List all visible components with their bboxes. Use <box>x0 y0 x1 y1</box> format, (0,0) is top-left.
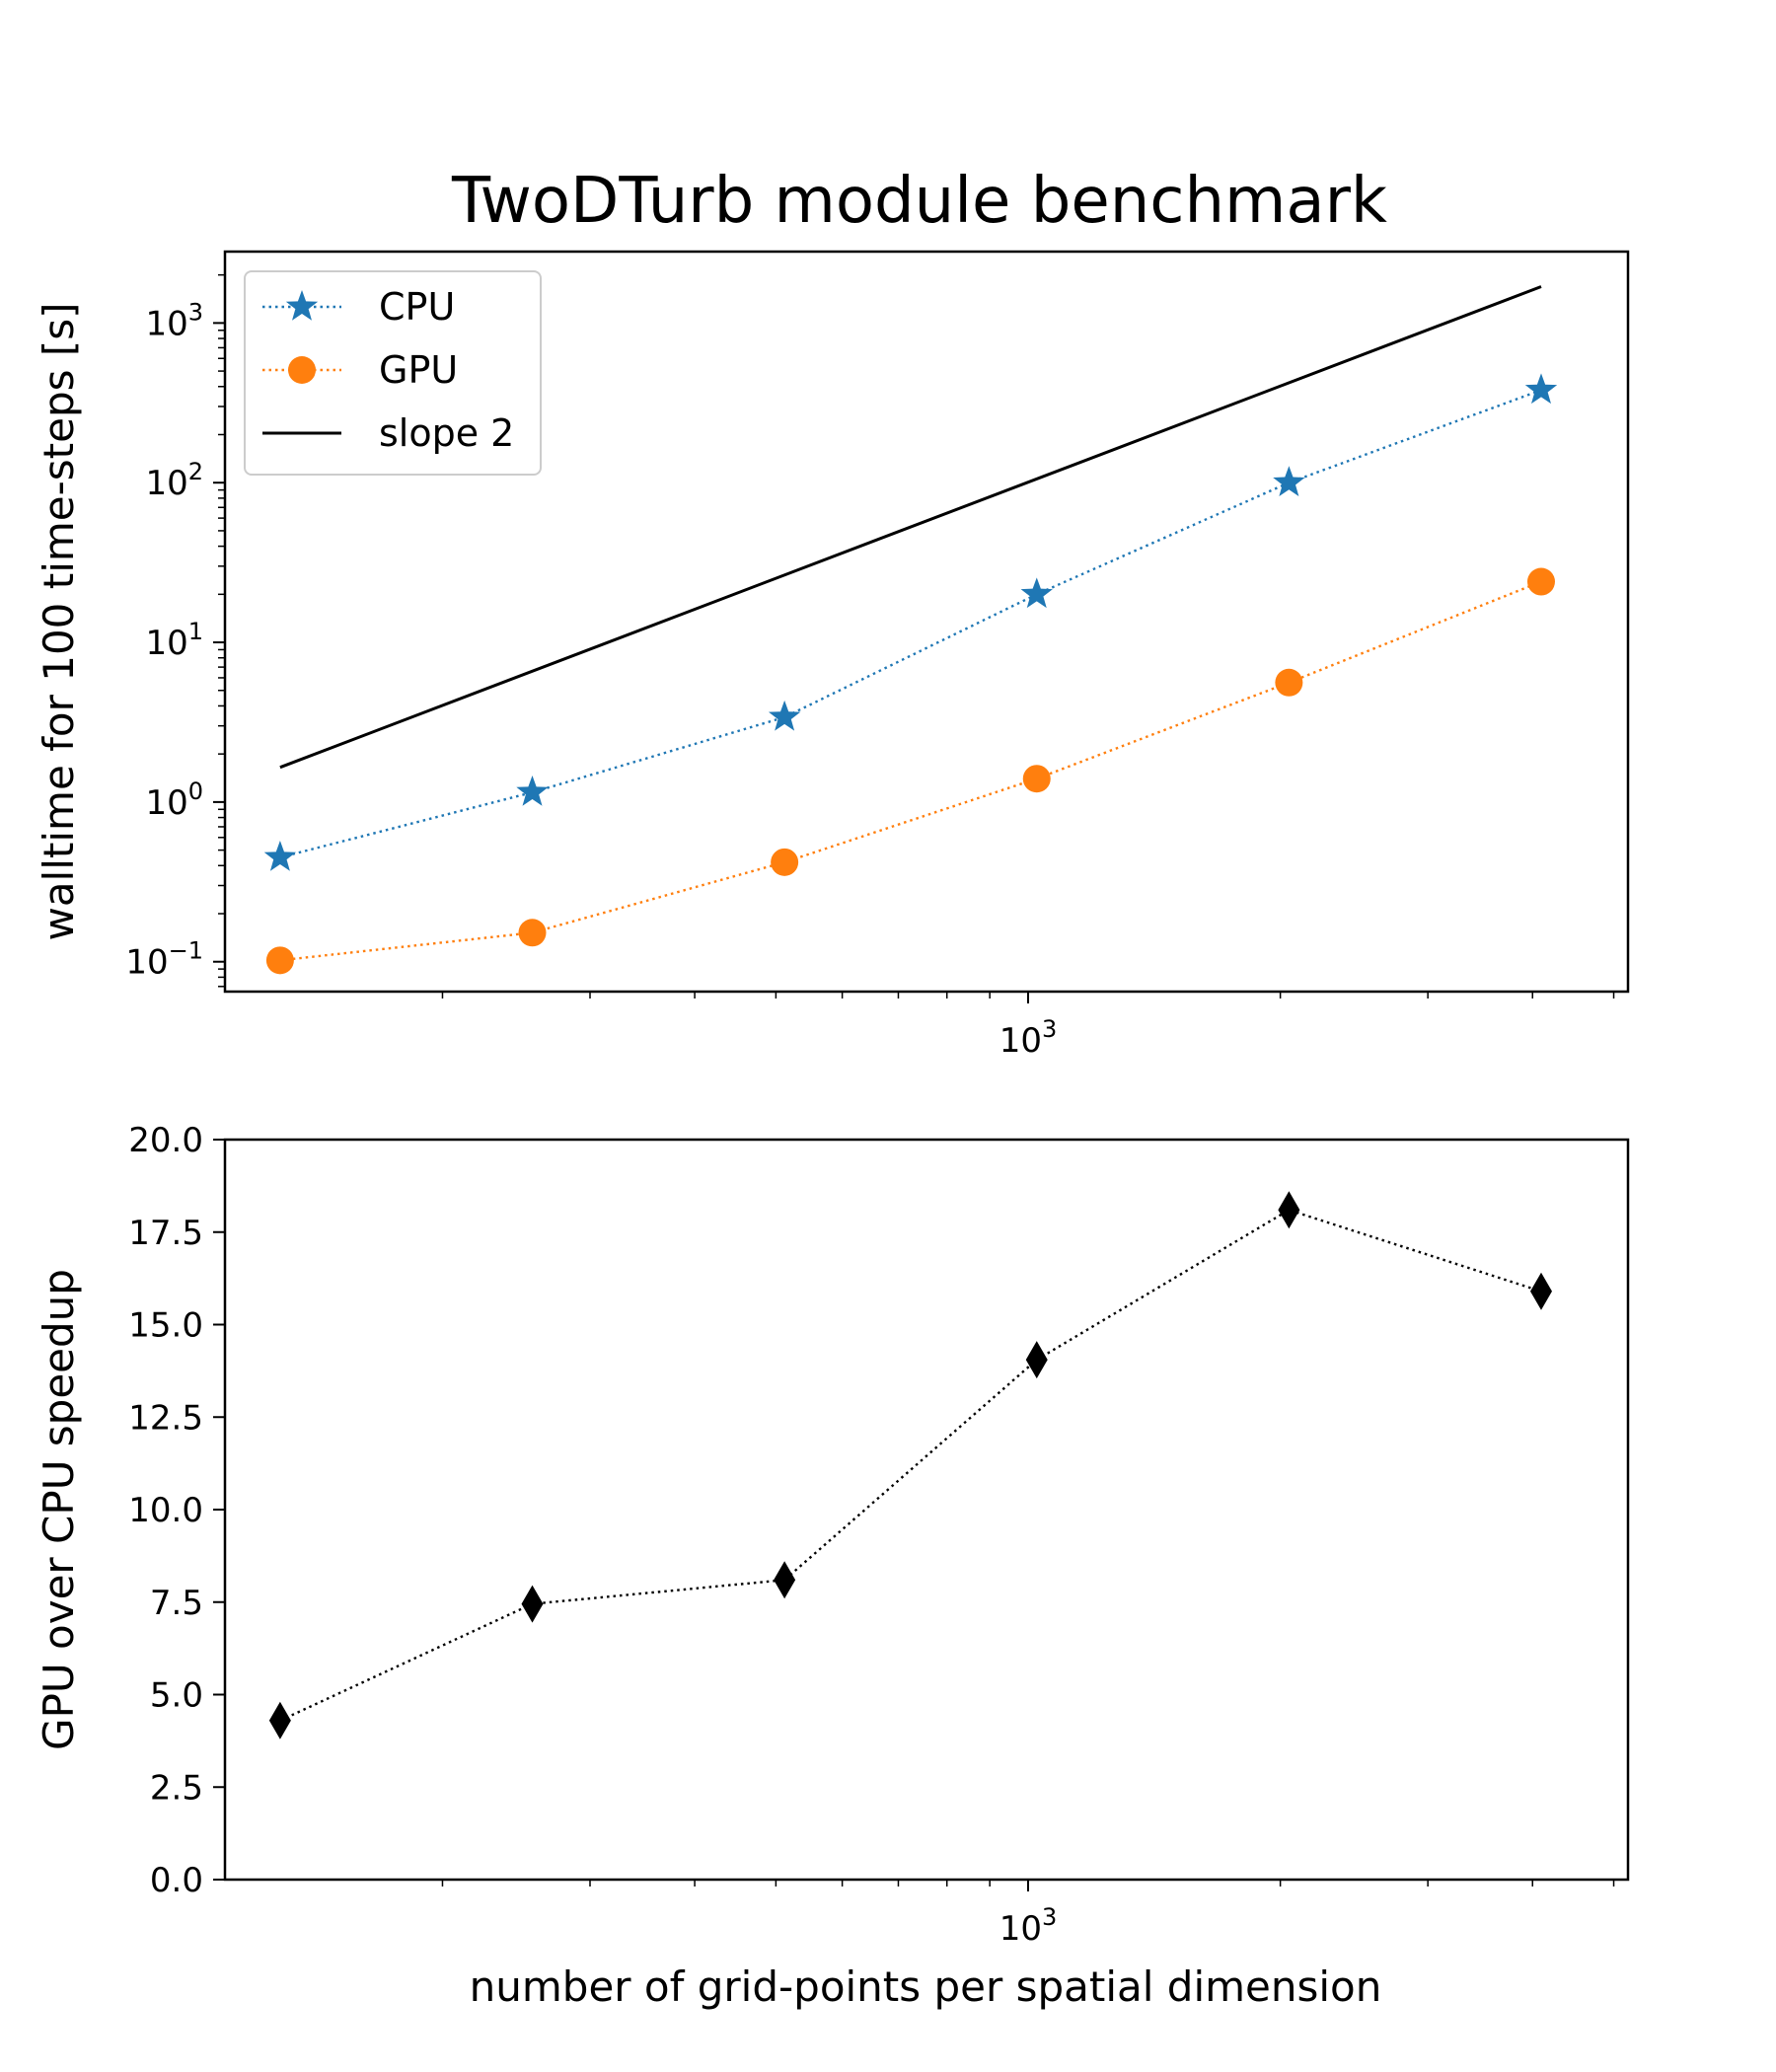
speedup-chart: 103 0.0 2.5 5.0 7.5 10.0 12.5 15.0 17.5 20.0 GPU o… <box>35 1121 1630 2011</box>
x-tick-label: 103 <box>999 1015 1058 1061</box>
data-point-cpu-0 <box>263 841 297 871</box>
axes-frame <box>223 250 1630 994</box>
x-tick-label: 103 <box>999 1903 1058 1949</box>
y-axis-label: walltime for 100 time-steps [s] <box>35 302 83 940</box>
legend-label-cpu: CPU <box>379 285 455 329</box>
y-tick-label: 15.0 <box>128 1306 203 1346</box>
y-tick-label: 5.0 <box>150 1676 203 1716</box>
figure-title: TwoDTurb module benchmark <box>451 165 1387 238</box>
y-tick-label: 7.5 <box>150 1584 203 1623</box>
data-point-gpu-4 <box>1275 668 1303 697</box>
data-point-cpu-4 <box>1273 466 1305 496</box>
y-tick-label: 2.5 <box>150 1768 203 1808</box>
y-axis-label: GPU over CPU speedup <box>35 1269 83 1750</box>
legend-label-slope-2: slope 2 <box>379 411 514 455</box>
data-point-speedup-2 <box>774 1561 796 1599</box>
y-tick-label: 20.0 <box>128 1121 203 1160</box>
axes-frame <box>223 1138 1630 1882</box>
legend-marker-gpu <box>288 356 316 384</box>
data-point-gpu-1 <box>518 919 547 947</box>
series-line-gpu <box>279 580 1542 962</box>
data-point-cpu-2 <box>768 700 801 731</box>
y-tick-label: 103 <box>145 298 203 343</box>
data-point-speedup-5 <box>1529 1272 1552 1310</box>
y-tick-label: 0.0 <box>150 1861 203 1900</box>
walltime-chart: 103 10−1 100 101 102 103 walltime for 100 time… <box>35 250 1630 1061</box>
data-point-gpu-0 <box>265 946 294 975</box>
legend: CPU GPU slope 2 <box>244 270 542 476</box>
x-axis-label: number of grid-points per spatial dimens… <box>470 1962 1382 2011</box>
data-point-cpu-1 <box>516 776 549 806</box>
data-point-speedup-3 <box>1025 1341 1048 1379</box>
y-tick-label: 101 <box>145 618 203 663</box>
y-tick-label: 10−1 <box>125 937 203 983</box>
y-tick-label: 102 <box>145 458 203 503</box>
data-point-speedup-4 <box>1278 1191 1300 1229</box>
data-point-gpu-5 <box>1526 567 1555 596</box>
y-tick-label: 12.5 <box>128 1398 203 1438</box>
series-line-speedup <box>279 1208 1542 1722</box>
y-tick-label: 10.0 <box>128 1491 203 1530</box>
data-point-speedup-0 <box>268 1701 291 1739</box>
series-line-slope-2 <box>279 285 1542 770</box>
data-point-cpu-3 <box>1020 577 1053 609</box>
y-tick-label: 100 <box>145 777 203 823</box>
legend-box <box>244 270 542 476</box>
legend-marker-cpu <box>285 290 319 321</box>
data-point-gpu-2 <box>771 848 799 876</box>
y-tick-label: 17.5 <box>128 1214 203 1253</box>
legend-label-gpu: GPU <box>379 348 458 392</box>
data-point-speedup-1 <box>521 1585 544 1623</box>
data-point-cpu-5 <box>1524 373 1558 405</box>
data-point-gpu-3 <box>1022 765 1051 793</box>
